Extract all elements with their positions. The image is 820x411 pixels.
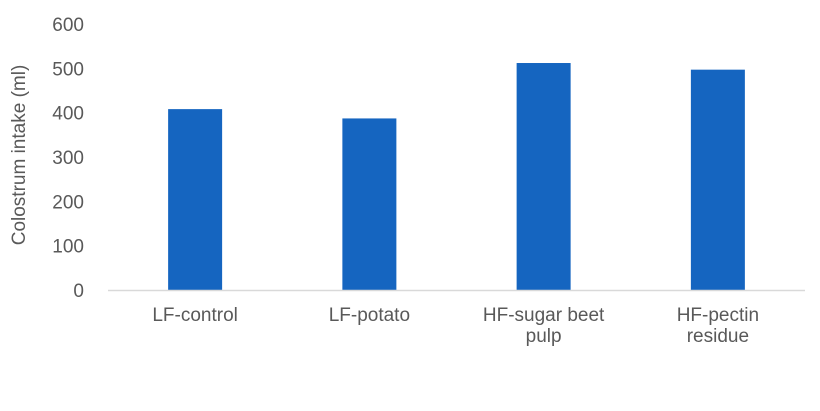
x-tick-label: LF-potato <box>329 305 410 326</box>
y-tick-label: 500 <box>52 59 84 80</box>
y-tick-label: 600 <box>52 15 84 36</box>
bar <box>690 69 745 290</box>
y-tick-label: 0 <box>73 281 84 302</box>
y-tick-label: 100 <box>52 237 84 258</box>
bar <box>168 109 223 291</box>
y-axis-title: Colostrum intake (ml) <box>9 65 30 246</box>
x-tick-label: LF-control <box>152 305 238 326</box>
x-axis-tick-labels: LF-control LF-potato HF-sugar beet pulp HF-p… <box>152 305 759 347</box>
y-axis-ticks: 0 100 200 300 400 500 600 <box>52 15 84 302</box>
bar <box>516 63 571 290</box>
x-tick-label: HF-pectin residue <box>677 305 759 347</box>
y-tick-label: 300 <box>52 148 84 169</box>
x-tick-label: HF-sugar beet pulp <box>483 305 605 347</box>
y-tick-label: 200 <box>52 192 84 213</box>
bars <box>168 63 745 291</box>
bar <box>342 118 397 291</box>
y-tick-label: 400 <box>52 104 84 125</box>
